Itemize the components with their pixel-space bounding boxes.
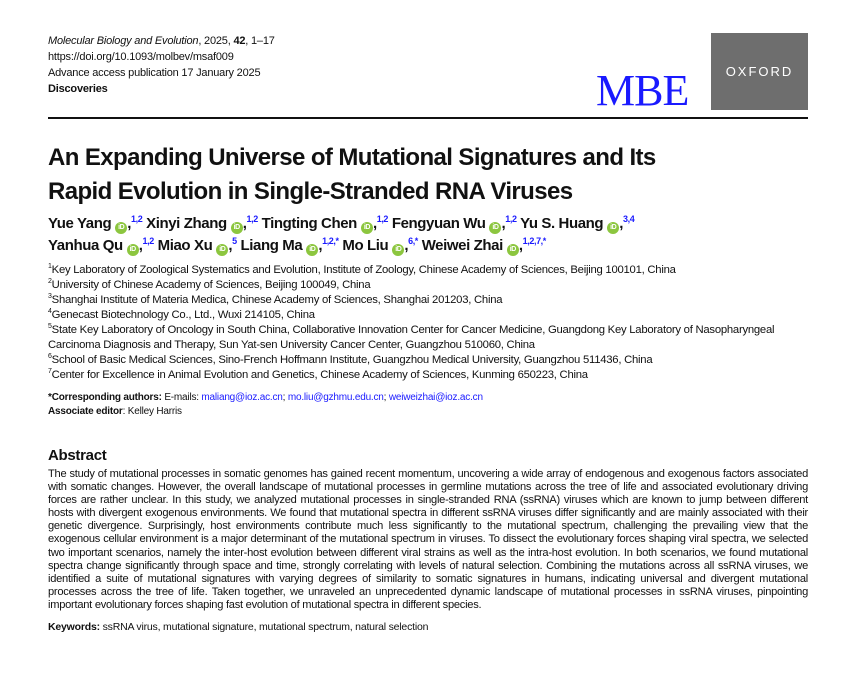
keywords: Keywords: ssRNA virus, mutational signat… (48, 621, 429, 634)
author-affiliation-sup: 1,2,7,* (522, 236, 547, 246)
affiliation-item: 7Center for Excellence in Animal Evoluti… (48, 368, 588, 381)
email-link[interactable]: mo.liu@gzhmu.edu.cn (287, 392, 384, 403)
orcid-icon[interactable]: iD (230, 222, 243, 234)
orcid-icon[interactable]: iD (115, 222, 128, 234)
author-name[interactable]: Mo Liu (342, 237, 389, 254)
doi-link[interactable]: https://doi.org/10.1093/molbev/msaf009 (48, 51, 234, 63)
page-header: Molecular Biology and Evolution, 2025, 4… (48, 33, 808, 115)
oxford-logo: OXFORD (711, 33, 808, 110)
affiliations: 1Key Laboratory of Zoological Systematic… (48, 263, 808, 383)
author-affiliation-sup: 1,2 (505, 214, 517, 224)
affiliation-item: 1Key Laboratory of Zoological Systematic… (48, 263, 676, 276)
email-link[interactable]: weiweizhai@ioz.ac.cn (388, 392, 483, 403)
abstract-heading: Abstract (48, 447, 107, 464)
section-label: Discoveries (48, 83, 108, 95)
orcid-icon[interactable]: iD (607, 222, 620, 234)
affiliation-item: 3Shanghai Institute of Materia Medica, C… (48, 293, 503, 306)
author-affiliation-sup: 3,4 (622, 214, 635, 224)
author-name[interactable]: Liang Ma (240, 237, 303, 254)
affiliation-item: 4Genecast Biotechnology Co., Ltd., Wuxi … (48, 308, 315, 321)
affiliation-item: 5State Key Laboratory of Oncology in Sou… (48, 323, 775, 351)
orcid-icon[interactable]: iD (126, 244, 139, 256)
orcid-icon[interactable]: iD (216, 244, 229, 256)
orcid-icon[interactable]: iD (489, 222, 502, 234)
author-name[interactable]: Fengyuan Wu (391, 215, 486, 232)
author-name[interactable]: Miao Xu (157, 237, 213, 254)
email-link[interactable]: maliang@ioz.ac.cn (201, 392, 283, 403)
advance-access: Advance access publication 17 January 20… (48, 67, 261, 79)
orcid-icon[interactable]: iD (392, 244, 405, 256)
author-affiliation-sup: 5 (232, 236, 237, 246)
affiliation-item: 2University of Chinese Academy of Scienc… (48, 278, 371, 291)
journal-name: Molecular Biology and Evolution (48, 35, 199, 47)
author-affiliation-sup: 1,2,* (322, 236, 339, 246)
affiliation-item: 6School of Basic Medical Sciences, Sino-… (48, 353, 653, 366)
orcid-icon[interactable]: iD (360, 222, 373, 234)
author-name[interactable]: Tingting Chen (261, 215, 358, 232)
author-name[interactable]: Xinyi Zhang (146, 215, 227, 232)
paper-title: An Expanding Universe of Mutational Sign… (48, 144, 656, 205)
author-affiliation-sup: 1,2 (131, 214, 143, 224)
article-meta: Molecular Biology and Evolution, 2025, 4… (48, 35, 275, 95)
author-affiliation-sup: 1,2 (376, 214, 389, 224)
author-affiliation-sup: 6,* (408, 236, 418, 246)
header-rule (48, 117, 808, 119)
author-affiliation-sup: 1,2 (142, 236, 155, 246)
orcid-icon[interactable]: iD (506, 244, 519, 256)
abstract-text: The study of mutational processes in som… (48, 468, 808, 611)
author-name[interactable]: Yue Yang (48, 215, 112, 232)
author-name[interactable]: Weiwei Zhai (421, 237, 504, 254)
correspondence: *Corresponding authors: E-mails: maliang… (48, 392, 483, 417)
author-list: Yue Yang iD ,1,2 Xinyi Zhang iD ,1,2 Tingtin… (48, 214, 635, 256)
author-name[interactable]: Yu S. Huang (520, 215, 604, 232)
orcid-icon[interactable]: iD (306, 244, 319, 256)
author-affiliation-sup: 1,2 (246, 214, 259, 224)
author-name[interactable]: Yanhua Qu (48, 237, 123, 254)
mbe-logo: MBE (596, 66, 689, 115)
paper-page: Molecular Biology and Evolution, 2025, 4… (48, 33, 808, 634)
